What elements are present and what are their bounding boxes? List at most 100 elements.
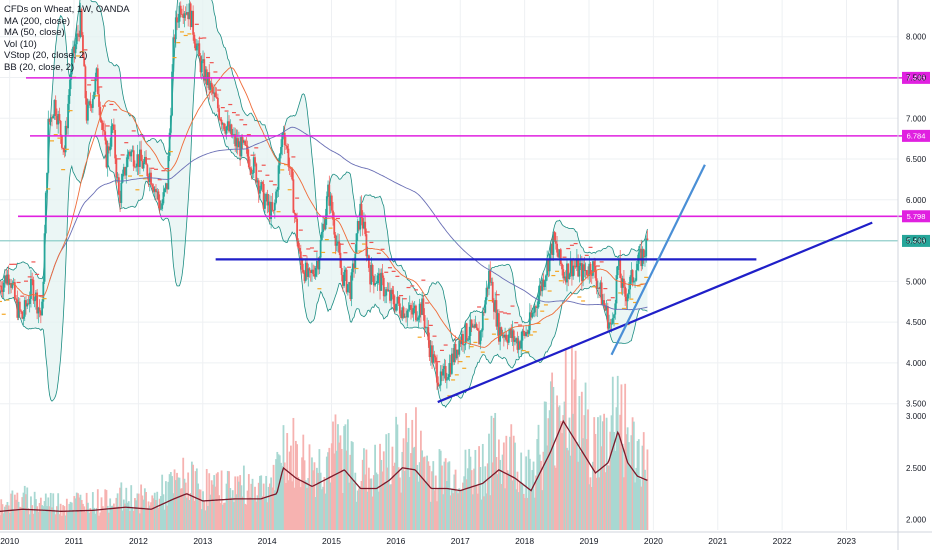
- candle: [443, 358, 446, 379]
- trendline-2[interactable]: [610, 164, 706, 356]
- volume-bar: [329, 482, 332, 530]
- volume-bar: [10, 493, 13, 530]
- candle: [262, 179, 265, 210]
- candle: [577, 254, 580, 278]
- candle: [39, 310, 42, 324]
- volume-bar: [156, 491, 159, 530]
- candle: [192, 5, 195, 41]
- volume-bar: [521, 482, 524, 530]
- indicator-ma200[interactable]: MA (200, close): [4, 15, 70, 27]
- candle: [51, 114, 53, 127]
- volume-bar: [95, 507, 98, 530]
- indicator-ma50[interactable]: MA (50, close): [4, 27, 65, 38]
- candle: [60, 134, 63, 150]
- volume-bar: [314, 497, 317, 530]
- candle: [491, 277, 494, 303]
- volume-bar: [361, 459, 364, 530]
- volume-bar: [478, 446, 480, 530]
- volume-bar: [207, 505, 209, 530]
- candle: [204, 66, 207, 85]
- volume-bar: [297, 476, 300, 530]
- volume-bar: [525, 456, 528, 530]
- volume-bar: [32, 513, 35, 530]
- volume-bar: [603, 413, 606, 530]
- volume-bar: [545, 401, 547, 530]
- volume-bar: [595, 477, 598, 530]
- volume-bar: [486, 463, 489, 530]
- volume-bar: [145, 492, 147, 530]
- candle: [447, 374, 450, 381]
- volume-bar: [460, 489, 463, 530]
- volume-bar: [506, 470, 509, 530]
- volume-tick-2.500: 2.500: [906, 464, 927, 473]
- volume-bar: [631, 417, 634, 530]
- candle: [129, 149, 131, 162]
- volume-bar: [218, 495, 221, 530]
- candle: [515, 337, 518, 344]
- volume-bar: [562, 415, 565, 530]
- volume-bar: [587, 409, 589, 530]
- volume-bar: [428, 465, 431, 530]
- volume-bar: [172, 493, 175, 530]
- volume-bar: [339, 435, 342, 530]
- candle: [130, 149, 133, 163]
- volume-bar: [554, 467, 557, 530]
- volume-bar: [264, 497, 266, 530]
- candle: [355, 233, 358, 254]
- candle: [223, 122, 225, 131]
- volume-bar: [592, 461, 594, 530]
- volume-bar: [463, 476, 466, 530]
- candle: [193, 32, 196, 49]
- level-tag-text-1: 6.784: [907, 132, 926, 141]
- volume-bar: [294, 440, 297, 530]
- candle: [114, 124, 117, 164]
- candle: [426, 317, 428, 334]
- volume-bar: [241, 496, 244, 530]
- volume-bar: [348, 482, 350, 530]
- volume-bar: [412, 447, 415, 530]
- volume-bar: [561, 433, 563, 530]
- trendline-1[interactable]: [437, 221, 873, 404]
- volume-bar: [639, 478, 641, 530]
- candle: [109, 137, 112, 157]
- candle: [314, 265, 317, 280]
- volume-bar: [183, 478, 186, 530]
- candle: [85, 90, 88, 124]
- volume-bar: [600, 446, 603, 530]
- volume-bar: [517, 492, 520, 530]
- candle: [543, 279, 546, 291]
- volume-bar: [138, 513, 141, 530]
- volume-bar: [255, 501, 258, 530]
- volume-bar: [496, 474, 499, 530]
- volume-bar: [417, 481, 420, 530]
- volume-bar: [245, 504, 248, 530]
- indicator-bb[interactable]: BB (20, close, 2): [4, 61, 75, 73]
- candle: [32, 276, 35, 304]
- candle: [290, 167, 292, 177]
- indicator-vstop[interactable]: VStop (20, close, 2): [4, 50, 88, 61]
- candle: [371, 263, 374, 282]
- candle: [119, 190, 121, 213]
- candle: [483, 308, 485, 316]
- candle: [111, 123, 114, 133]
- volume-bar: [249, 497, 251, 530]
- volume-bar: [51, 507, 53, 530]
- candle: [143, 151, 146, 165]
- indicator-volume[interactable]: Vol (10): [4, 38, 37, 50]
- candle: [22, 310, 25, 326]
- candle: [417, 315, 420, 328]
- candle: [485, 280, 488, 305]
- candle: [172, 29, 175, 81]
- candle: [538, 278, 541, 304]
- candle: [522, 326, 525, 336]
- candle: [605, 300, 608, 320]
- volume-bar: [322, 486, 325, 530]
- volume-bar: [270, 477, 273, 530]
- volume-bar: [291, 481, 294, 530]
- candle: [57, 110, 60, 134]
- candle: [234, 127, 237, 152]
- volume-bar: [186, 497, 188, 530]
- candle: [564, 270, 567, 285]
- candle: [200, 55, 203, 80]
